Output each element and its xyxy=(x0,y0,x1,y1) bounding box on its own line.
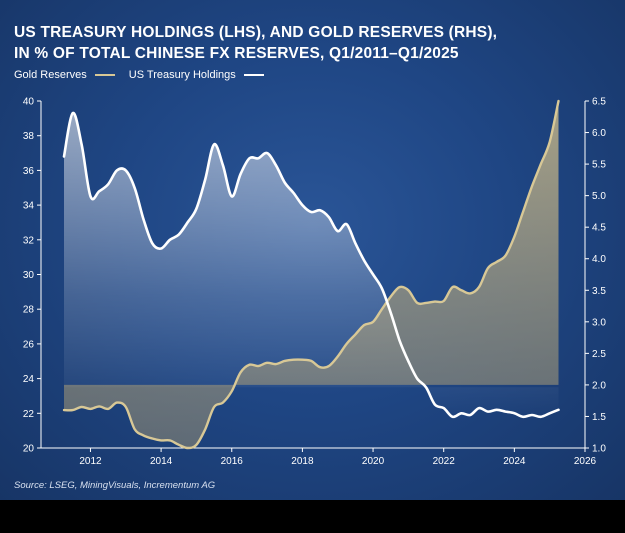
treasury-holdings-line xyxy=(62,111,560,419)
x-tick-label: 2020 xyxy=(362,456,385,467)
left-tick-label: 38 xyxy=(23,131,35,142)
left-tick-label: 40 xyxy=(23,97,35,108)
gold-area xyxy=(64,101,559,448)
right-tick-label: 2.5 xyxy=(592,349,606,360)
left-tick-label: 24 xyxy=(23,374,35,385)
legend: Gold Reserves US Treasury Holdings xyxy=(14,69,278,81)
right-tick-label: 5.5 xyxy=(592,160,606,171)
right-tick-label: 4.0 xyxy=(592,254,606,265)
left-tick-label: 32 xyxy=(23,235,35,246)
x-tick-label: 2012 xyxy=(79,456,102,467)
right-tick-label: 6.5 xyxy=(592,97,606,108)
right-tick-label: 4.5 xyxy=(592,223,606,234)
axes-layer: 20222426283032343638401.01.52.02.53.03.5… xyxy=(23,97,606,468)
x-tick-label: 2026 xyxy=(574,456,597,467)
gold-reserves-line xyxy=(62,99,560,450)
right-tick-label: 2.0 xyxy=(592,380,606,391)
right-tick-label: 1.5 xyxy=(592,412,606,423)
left-tick-label: 28 xyxy=(23,305,35,316)
left-tick-label: 26 xyxy=(23,339,35,350)
x-tick-label: 2024 xyxy=(503,456,526,467)
left-tick-label: 30 xyxy=(23,270,35,281)
legend-label-gold: Gold Reserves xyxy=(14,69,87,81)
chart-plot: 20222426283032343638401.01.52.02.53.03.5… xyxy=(23,97,606,468)
chart-title-line-2: IN % OF TOTAL CHINESE FX RESERVES, Q1/20… xyxy=(14,45,459,62)
legend-label-treasury: US Treasury Holdings xyxy=(128,69,236,81)
treasury-area xyxy=(64,112,559,417)
source-note: Source: LSEG, MiningVisuals, Incrementum… xyxy=(14,480,216,491)
right-tick-label: 5.0 xyxy=(592,191,606,202)
right-tick-label: 3.0 xyxy=(592,317,606,328)
x-tick-label: 2014 xyxy=(150,456,173,467)
chart-title-line-1: US TREASURY HOLDINGS (LHS), AND GOLD RES… xyxy=(14,24,498,41)
lines-layer xyxy=(62,99,560,450)
left-tick-label: 34 xyxy=(23,201,35,212)
right-tick-label: 3.5 xyxy=(592,286,606,297)
area-layer xyxy=(64,101,559,448)
x-tick-label: 2022 xyxy=(433,456,456,467)
x-tick-label: 2018 xyxy=(291,456,314,467)
right-tick-label: 1.0 xyxy=(592,444,606,455)
right-tick-label: 6.0 xyxy=(592,128,606,139)
legend-swatch-treasury xyxy=(243,74,264,76)
x-tick-label: 2016 xyxy=(221,456,244,467)
left-tick-label: 20 xyxy=(23,444,35,455)
legend-swatch-gold xyxy=(94,74,115,76)
left-tick-label: 22 xyxy=(23,409,35,420)
chart-frame: US TREASURY HOLDINGS (LHS), AND GOLD RES… xyxy=(0,0,625,500)
left-tick-label: 36 xyxy=(23,166,35,177)
